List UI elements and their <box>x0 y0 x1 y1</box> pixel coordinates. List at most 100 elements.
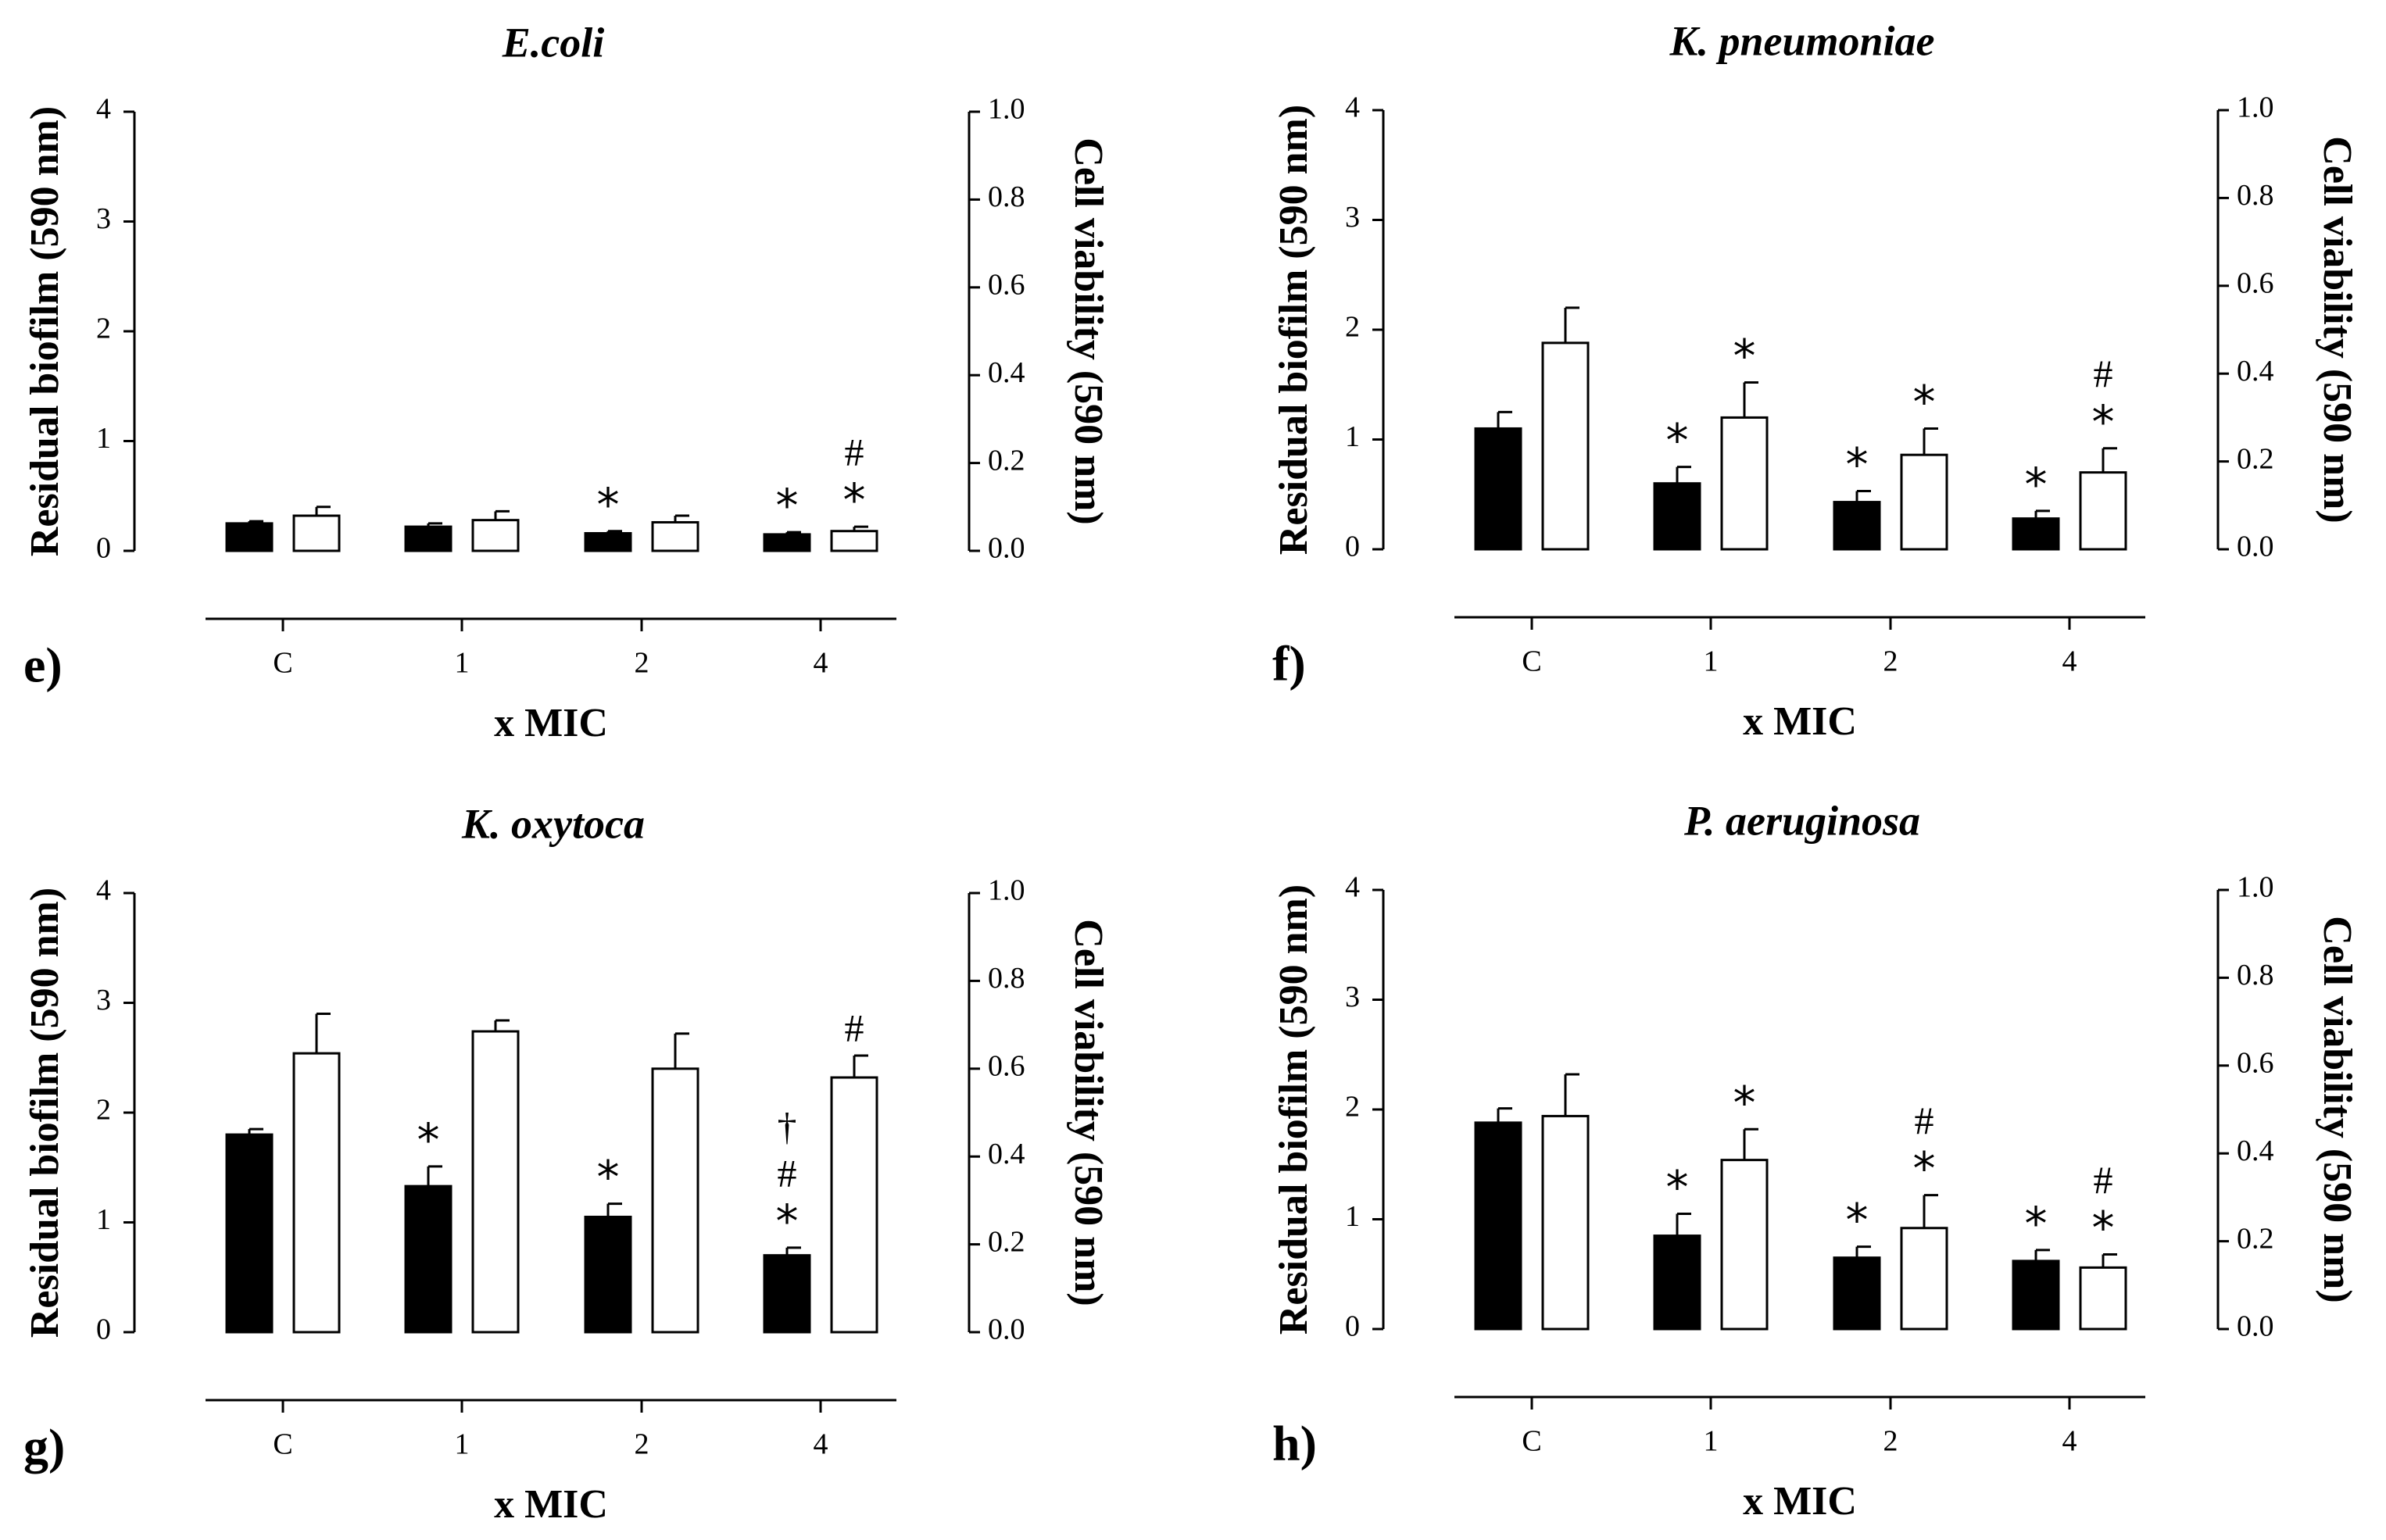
right-tick-label: 0.6 <box>988 269 1025 302</box>
bar-viability <box>292 514 341 552</box>
panel-f-k-pneumoniae: K. pneumoniae 0 1 2 3 4 0.0 0.2 0.4 0.6 0.8 1.0 Resi… <box>1272 17 2359 744</box>
right-axis-label: Cell viability (590 nm) <box>2315 136 2359 523</box>
bar-biofilm <box>225 1133 274 1334</box>
x-tick-label: 1 <box>455 1428 470 1461</box>
significance-hash: # <box>1915 1099 1934 1142</box>
right-tick-label: 0.8 <box>988 962 1025 995</box>
x-tick-label: C <box>1522 645 1541 678</box>
significance-asterisk: * <box>1733 330 1756 383</box>
right-tick-label: 0.2 <box>988 444 1025 477</box>
chart-title: K. oxytoca <box>461 800 645 847</box>
significance-asterisk: * <box>776 1195 799 1248</box>
right-tick-label: 0.8 <box>2237 179 2274 212</box>
x-tick-label: 2 <box>1883 645 1898 678</box>
significance-asterisk: * <box>597 1151 620 1204</box>
bar-viability <box>2079 471 2127 551</box>
bar-viability <box>1900 453 1948 551</box>
right-tick-label: 0.2 <box>988 1225 1025 1258</box>
bar-viability <box>1900 1227 1948 1331</box>
bar-biofilm <box>1474 427 1522 551</box>
left-tick-label: 1 <box>96 422 111 455</box>
significance-hash: # <box>845 431 864 474</box>
left-tick-label: 2 <box>1345 1091 1360 1124</box>
panel-label: e) <box>23 638 63 693</box>
x-tick-label: 4 <box>814 1428 828 1461</box>
bar-biofilm <box>2012 517 2060 551</box>
x-tick-label: 1 <box>1704 645 1719 678</box>
right-tick-label: 0.6 <box>988 1050 1025 1083</box>
right-tick-label: 0.8 <box>2237 959 2274 992</box>
bar-viability <box>1541 1114 1590 1331</box>
significance-asterisk: * <box>417 1113 440 1167</box>
significance-dagger: † <box>778 1104 797 1148</box>
x-tick-label: 4 <box>2062 645 2077 678</box>
left-tick-label: 4 <box>1345 91 1360 124</box>
bar-viability <box>471 1030 520 1334</box>
bar-biofilm <box>2012 1260 2060 1331</box>
right-tick-label: 1.0 <box>2237 91 2274 124</box>
chart-title: K. pneumoniae <box>1669 17 1934 64</box>
significance-asterisk: * <box>776 479 799 532</box>
right-tick-label: 1.0 <box>988 93 1025 126</box>
right-tick-label: 0.0 <box>988 532 1025 565</box>
significance-hash: # <box>845 1006 864 1049</box>
bar-biofilm <box>1833 1256 1881 1331</box>
x-tick-label: 1 <box>455 647 470 680</box>
left-tick-label: 1 <box>1345 1200 1360 1233</box>
chart-title: P. aeruginosa <box>1683 797 1920 844</box>
bar-biofilm <box>1833 501 1881 551</box>
x-tick-label: C <box>1522 1425 1541 1458</box>
left-tick-label: 1 <box>96 1203 111 1236</box>
right-tick-label: 0.4 <box>988 356 1025 389</box>
left-tick-label: 0 <box>96 1313 111 1346</box>
bar-biofilm <box>404 1184 453 1334</box>
bar-viability <box>1720 416 1769 551</box>
left-tick-label: 1 <box>1345 420 1360 453</box>
bar-biofilm <box>1474 1121 1522 1331</box>
right-tick-label: 0.0 <box>2237 531 2274 563</box>
x-tick-label: C <box>273 647 292 680</box>
significance-asterisk: * <box>1913 1142 1936 1195</box>
bar-biofilm <box>763 533 811 552</box>
left-tick-label: 2 <box>1345 311 1360 344</box>
left-tick-label: 3 <box>1345 981 1360 1013</box>
bar-viability <box>471 519 520 552</box>
panel-e-ecoli: E.coli 0 1 2 3 4 0.0 0.2 0.4 0.6 0.8 1.0 Residual bi… <box>23 19 1111 745</box>
left-axis-label: Residual biofilm (590 nm) <box>23 106 67 556</box>
chart-title: E.coli <box>502 19 605 66</box>
right-tick-label: 0.4 <box>2237 355 2274 388</box>
x-tick-label: 1 <box>1704 1425 1719 1458</box>
left-tick-label: 0 <box>96 532 111 565</box>
left-tick-label: 0 <box>1345 531 1360 563</box>
left-tick-label: 3 <box>96 202 111 235</box>
bar-viability <box>2079 1266 2127 1331</box>
significance-asterisk: * <box>1666 1161 1689 1214</box>
left-tick-label: 4 <box>96 93 111 126</box>
bar-viability <box>292 1052 341 1334</box>
significance-asterisk: * <box>1913 376 1936 429</box>
right-tick-label: 0.2 <box>2237 442 2274 475</box>
bar-biofilm <box>584 532 632 552</box>
significance-asterisk: * <box>1666 414 1689 467</box>
right-tick-label: 0.0 <box>988 1313 1025 1346</box>
bar-biofilm <box>1653 1235 1701 1331</box>
bar-viability <box>651 520 699 552</box>
left-tick-label: 4 <box>96 874 111 907</box>
bar-viability <box>1541 341 1590 551</box>
right-tick-label: 0.6 <box>2237 267 2274 300</box>
left-axis-label: Residual biofilm (590 nm) <box>23 888 67 1338</box>
right-axis-label: Cell viability (590 nm) <box>1066 138 1111 524</box>
left-tick-label: 3 <box>1345 201 1360 234</box>
significance-asterisk: * <box>2092 395 2115 448</box>
x-axis-label: x MIC <box>1743 699 1857 744</box>
x-tick-label: 2 <box>635 1428 649 1461</box>
bar-viability <box>830 530 878 552</box>
x-tick-label: 2 <box>1883 1425 1898 1458</box>
left-tick-label: 2 <box>96 313 111 345</box>
x-tick-label: 2 <box>635 647 649 680</box>
panel-g-k-oxytoca: K. oxytoca 0 1 2 3 4 0.0 0.2 0.4 0.6 0.8 1.0 Residua… <box>23 800 1111 1527</box>
right-tick-label: 0.0 <box>2237 1310 2274 1343</box>
significance-asterisk: * <box>1846 1194 1869 1247</box>
x-axis-label: x MIC <box>494 1482 608 1527</box>
x-tick-label: C <box>273 1428 292 1461</box>
